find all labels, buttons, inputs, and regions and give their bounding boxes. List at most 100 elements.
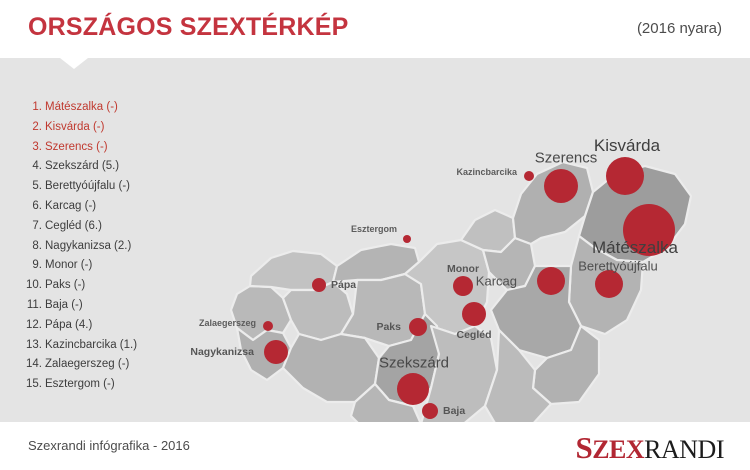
city-label: Szekszárd [378, 354, 450, 372]
legend-city-name: Mátészalka [45, 101, 104, 113]
city-label: Cegléd [456, 329, 492, 341]
logo-text-randi: RANDI [644, 435, 724, 464]
legend-item: 10. Paks (-) [22, 276, 172, 296]
header-band: ORSZÁGOS SZEXTÉRKÉP (2016 nyara) [0, 0, 750, 58]
legend-rank: 10. [26, 279, 42, 292]
legend-item: 12. Pápa (4.) [22, 316, 172, 336]
legend-city-name: Pápa [45, 318, 72, 331]
city-marker-dot[interactable] [524, 171, 534, 181]
legend-city-name: Esztergom [45, 378, 100, 391]
city-label: Berettyóújfalu [578, 258, 658, 274]
legend-previous-rank: (-) [89, 120, 105, 133]
ranking-legend-list: 1. Mátészalka (-) 2. Kisvárda (-) 3. Szerencs… [22, 98, 172, 395]
legend-item: 15. Esztergom (-) [22, 375, 172, 395]
legend-previous-rank: (-) [114, 358, 130, 371]
legend-rank: 8. [32, 239, 42, 252]
city-label: Esztergom [350, 224, 397, 234]
legend-previous-rank: (-) [103, 101, 118, 113]
city-label: Nagykanizsa [190, 346, 254, 358]
city-marker-dot[interactable] [422, 403, 438, 419]
legend-previous-rank: (1.) [116, 338, 138, 351]
legend-city-name: Monor [45, 259, 78, 272]
legend-city-name: Zalaegerszeg [45, 358, 115, 371]
legend-rank: 15. [26, 378, 42, 391]
logo-text-szex: SZEX [575, 432, 645, 464]
legend-previous-rank: (4.) [71, 318, 93, 331]
legend-rank: 11. [26, 298, 42, 311]
legend-previous-rank: (-) [99, 378, 115, 391]
legend-city-name: Szerencs [45, 140, 93, 153]
legend-item: 6. Karcag (-) [22, 197, 172, 217]
legend-rank: 14. [26, 358, 42, 371]
legend-city-name: Paks [45, 279, 71, 292]
logo-cap-s: S [575, 430, 593, 465]
legend-city-name: Cegléd [45, 219, 82, 232]
legend-previous-rank: (-) [115, 180, 131, 193]
legend-rank: 5. [32, 180, 42, 193]
legend-previous-rank: (2.) [110, 239, 132, 252]
city-label: Karcag [475, 273, 517, 289]
legend-item: 14. Zalaegerszeg (-) [22, 355, 172, 375]
city-label: Pápa [331, 279, 357, 291]
hungary-map: Mátészalka Kisvárda Szerencs Szekszárd Beret… [175, 58, 750, 423]
legend-previous-rank: (-) [68, 298, 83, 311]
legend-rank: 1. [32, 101, 42, 113]
page-title: ORSZÁGOS SZEXTÉRKÉP [28, 13, 349, 41]
city-label: Szerencs [534, 149, 598, 167]
city-label: Zalaegerszeg [198, 318, 256, 328]
legend-rank: 13. [26, 338, 42, 351]
legend-previous-rank: (-) [70, 279, 86, 292]
city-label: Monor [446, 263, 480, 275]
legend-previous-rank: (-) [77, 259, 93, 272]
city-marker-dot[interactable] [595, 270, 623, 298]
header-notch-triangle [60, 58, 88, 69]
city-marker-dot[interactable] [453, 276, 473, 296]
legend-rank: 7. [32, 219, 42, 232]
legend-previous-rank: (5.) [98, 160, 120, 173]
city-marker-dot[interactable] [264, 340, 288, 364]
city-marker-dot[interactable] [462, 302, 486, 326]
city-marker-dot[interactable] [623, 204, 675, 256]
legend-rank: 12. [26, 318, 42, 331]
legend-previous-rank: (6.) [81, 219, 102, 232]
logo-rest-zex: ZEX [592, 435, 645, 464]
legend-rank: 2. [32, 120, 42, 133]
legend-city-name: Kisvárda [45, 120, 90, 133]
legend-item: 8. Nagykanizsa (2.) [22, 237, 172, 257]
legend-item: 4. Szekszárd (5.) [22, 157, 172, 177]
legend-city-name: Nagykanizsa [45, 239, 111, 252]
county-baranya [349, 382, 422, 423]
legend-item: 3. Szerencs (-) [22, 138, 172, 158]
szexrandi-logo[interactable]: SZEXRANDI [575, 432, 724, 463]
legend-item: 13. Kazincbarcika (1.) [22, 336, 172, 356]
legend-previous-rank: (-) [81, 199, 97, 212]
city-label: Mátészalka [592, 238, 678, 257]
legend-item: 1. Mátészalka (-) [22, 98, 172, 118]
city-marker-dot[interactable] [606, 157, 644, 195]
footer-band: Szexrandi infógrafika - 2016 SZEXRANDI [0, 422, 750, 470]
legend-item: 2. Kisvárda (-) [22, 118, 172, 138]
city-marker-dot[interactable] [544, 169, 578, 203]
county-csongrad [483, 328, 553, 423]
city-label: Paks [376, 321, 401, 333]
legend-item: 5. Berettyóújfalu (-) [22, 177, 172, 197]
legend-city-name: Szekszárd [45, 160, 99, 173]
city-marker-dot[interactable] [537, 267, 565, 295]
city-marker-dot[interactable] [263, 321, 273, 331]
legend-rank: 3. [32, 140, 42, 153]
legend-rank: 4. [32, 160, 42, 173]
city-label: Baja [443, 405, 466, 417]
city-label: Kisvárda [593, 136, 661, 155]
city-marker-dot[interactable] [409, 318, 427, 336]
city-marker-dot[interactable] [397, 373, 429, 405]
legend-rank: 9. [32, 259, 42, 272]
legend-city-name: Berettyóújfalu [45, 180, 116, 193]
city-marker-dot[interactable] [312, 278, 326, 292]
legend-previous-rank: (-) [92, 140, 108, 153]
footer-credit: Szexrandi infógrafika - 2016 [28, 438, 190, 453]
city-marker-dot[interactable] [403, 235, 411, 243]
legend-item: 7. Cegléd (6.) [22, 217, 172, 237]
legend-item: 9. Monor (-) [22, 256, 172, 276]
county-bacs [420, 324, 499, 423]
